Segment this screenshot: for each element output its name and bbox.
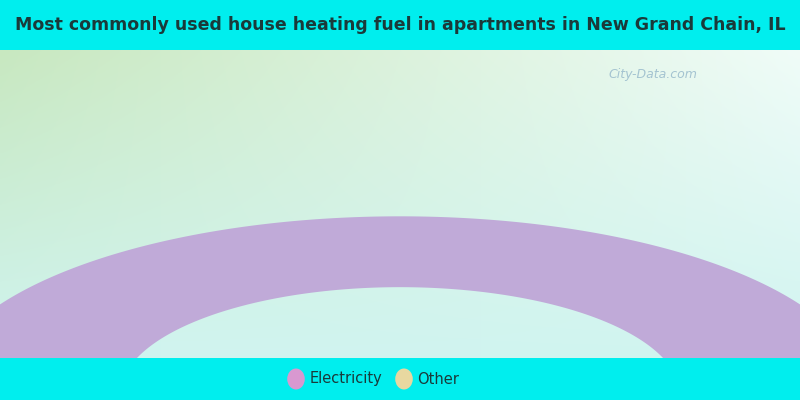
Ellipse shape — [395, 368, 413, 390]
Text: Other: Other — [418, 372, 459, 386]
Polygon shape — [0, 216, 800, 395]
Ellipse shape — [287, 368, 305, 390]
Text: City-Data.com: City-Data.com — [608, 68, 697, 81]
Text: Electricity: Electricity — [310, 372, 382, 386]
Text: Most commonly used house heating fuel in apartments in New Grand Chain, IL: Most commonly used house heating fuel in… — [14, 16, 786, 34]
